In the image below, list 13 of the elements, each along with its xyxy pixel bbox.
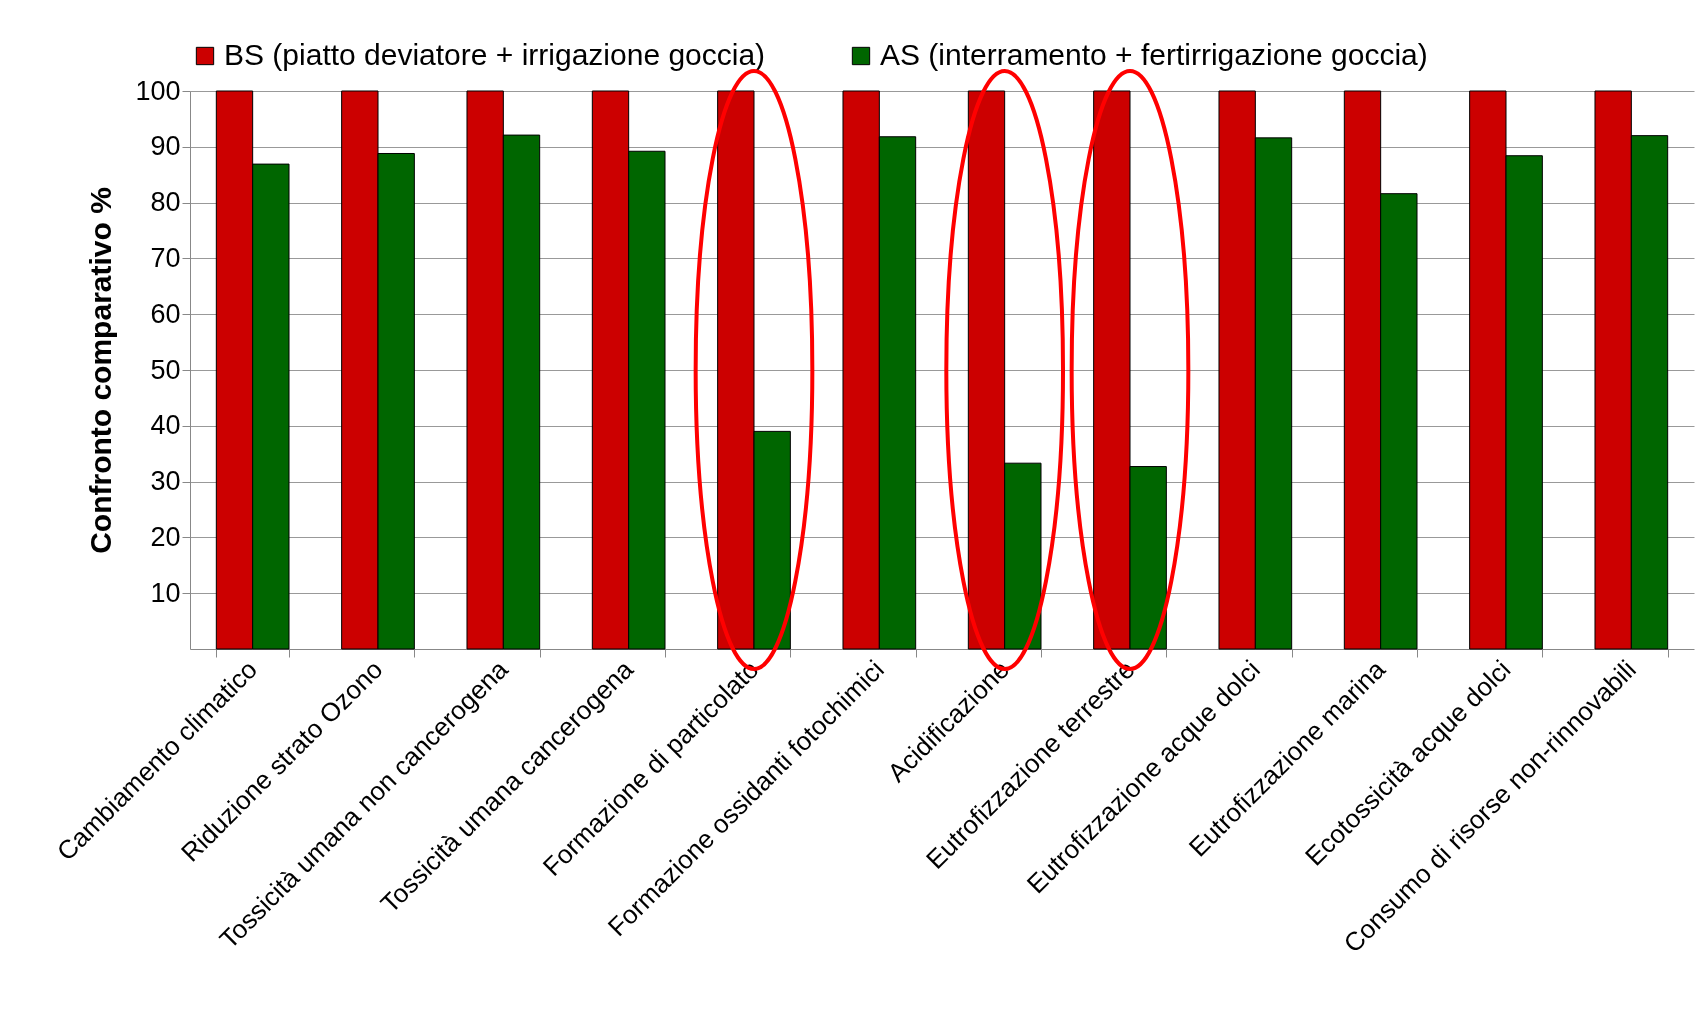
y-tick-label: 90 — [150, 131, 181, 162]
y-tick-label: 80 — [150, 187, 181, 218]
y-tick-label: 40 — [150, 410, 181, 441]
y-tick-label: 60 — [150, 298, 181, 329]
y-tick-label: 30 — [150, 466, 181, 497]
y-axis-title: Confronto comparativo % — [84, 187, 118, 554]
y-tick-label: 20 — [150, 521, 181, 552]
y-tick-label: 10 — [150, 577, 181, 608]
legend-label: AS (interramento + fertirrigazione goccia) — [880, 38, 1428, 71]
legend-label: BS (piatto deviatore + irrigazione goccia) — [224, 38, 766, 71]
y-tick-label: 100 — [135, 75, 181, 106]
y-tick-label: 50 — [150, 354, 181, 385]
y-tick-label: 70 — [150, 242, 181, 273]
